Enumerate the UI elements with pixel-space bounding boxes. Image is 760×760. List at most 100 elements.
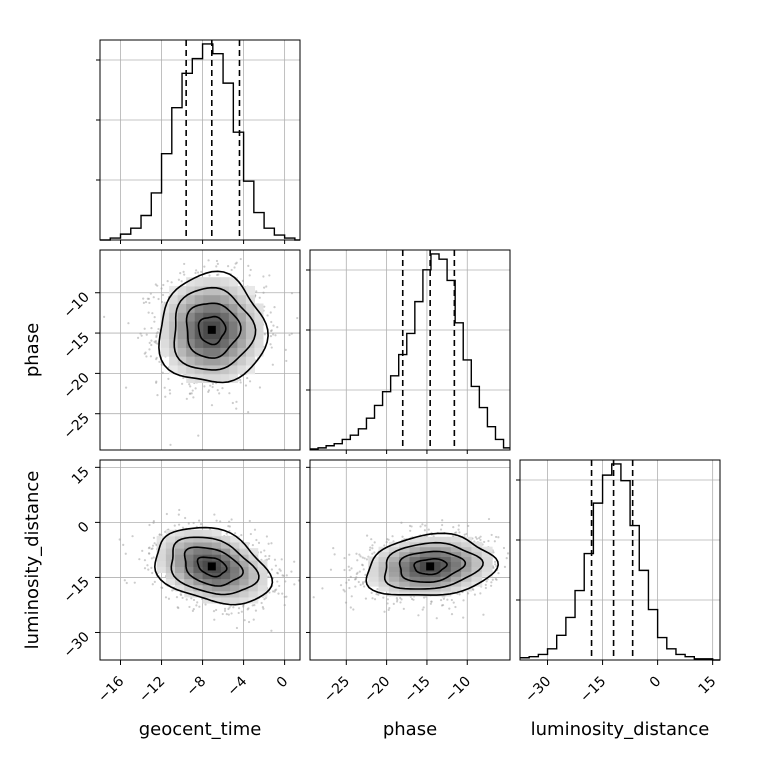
sample-point [262, 275, 265, 278]
density-cell [378, 571, 390, 577]
sample-point [189, 385, 192, 388]
density-cell [237, 347, 247, 357]
density-cell [169, 285, 179, 296]
density-cell [202, 560, 213, 567]
sample-point [176, 606, 179, 609]
sample-point [163, 386, 166, 389]
sample-point [463, 533, 466, 536]
sample-point [361, 581, 365, 584]
sample-point [191, 389, 194, 392]
sample-point [268, 274, 271, 277]
density-cell [177, 312, 187, 322]
density-cell [220, 584, 231, 592]
sample-point [242, 605, 245, 608]
density-cell [230, 541, 240, 549]
sample-point [491, 578, 494, 581]
sample-point [210, 404, 214, 407]
sample-point [494, 577, 497, 581]
density-cell [160, 338, 170, 348]
density-cell [186, 303, 196, 313]
density-cell [220, 329, 230, 340]
sample-point [270, 320, 273, 324]
density-cell [409, 536, 421, 543]
sample-point [148, 523, 151, 527]
sample-point [373, 598, 377, 601]
density-cell [257, 572, 268, 580]
sample-point [237, 611, 240, 615]
density-cell [440, 571, 452, 577]
density-cell [248, 584, 259, 592]
sample-point [430, 600, 433, 603]
sample-point [155, 381, 158, 384]
density-cell [186, 277, 196, 287]
density-cell [430, 566, 441, 572]
sample-point [143, 352, 146, 355]
density-cell [419, 581, 431, 587]
density-cell [388, 586, 400, 592]
sample-point [441, 519, 444, 522]
density-cell [220, 356, 230, 366]
density-cell [399, 546, 411, 553]
sample-point [148, 341, 151, 345]
sample-point [235, 400, 238, 403]
sample-point [125, 581, 128, 585]
x-tick-label-geocent_time: 0 [274, 674, 292, 692]
sample-point [152, 536, 156, 539]
density-cell [230, 590, 240, 598]
density-cell [177, 321, 187, 331]
sample-point [358, 570, 361, 573]
sample-point [490, 533, 493, 537]
sample-point [185, 598, 188, 601]
histogram-luminosity_distance [516, 459, 721, 661]
density-cell [388, 561, 400, 567]
density-cell [239, 596, 250, 604]
density-cell [419, 566, 431, 572]
density-cell [165, 548, 176, 555]
peak-marker [207, 562, 216, 571]
sample-point [339, 584, 343, 587]
density-phase_vs_geocent_time [99, 249, 301, 451]
sample-point [439, 598, 443, 602]
density-cell [239, 566, 250, 574]
sample-point [258, 386, 262, 389]
density-cell [175, 584, 185, 592]
sample-point [246, 376, 249, 380]
sample-point [225, 613, 228, 616]
sample-point [144, 300, 148, 304]
density-cell [239, 572, 250, 580]
contour-level-1 [398, 550, 467, 583]
x-tick-label-geocent_time: −4 [225, 673, 251, 699]
sample-point [213, 618, 216, 621]
sample-point [244, 384, 248, 387]
sample-point [352, 608, 355, 611]
sample-point [269, 343, 272, 346]
density-cell [388, 566, 400, 572]
sample-point [364, 597, 368, 600]
sample-point [457, 528, 460, 531]
sample-point [167, 597, 171, 600]
sample-point [361, 563, 364, 566]
density-cell [388, 571, 400, 577]
sample-point [265, 535, 269, 538]
density-cell [211, 566, 222, 574]
sample-point [293, 583, 296, 586]
sample-point [138, 558, 141, 561]
density-cell [184, 548, 194, 555]
density-frame [99, 249, 301, 451]
density-area [310, 460, 510, 660]
sample-point [268, 554, 271, 558]
density-cell [211, 541, 222, 549]
density-cell [450, 546, 462, 553]
sample-point [285, 574, 288, 577]
sample-point [248, 519, 251, 523]
density-cell [220, 596, 231, 604]
density-cell [211, 529, 222, 537]
sample-point [124, 552, 127, 555]
density-cell [211, 347, 221, 357]
sample-point [151, 544, 155, 547]
sample-point [274, 564, 278, 567]
density-cell [430, 536, 441, 543]
sample-point [342, 588, 345, 591]
sample-point [141, 549, 144, 552]
density-cell [368, 566, 380, 572]
